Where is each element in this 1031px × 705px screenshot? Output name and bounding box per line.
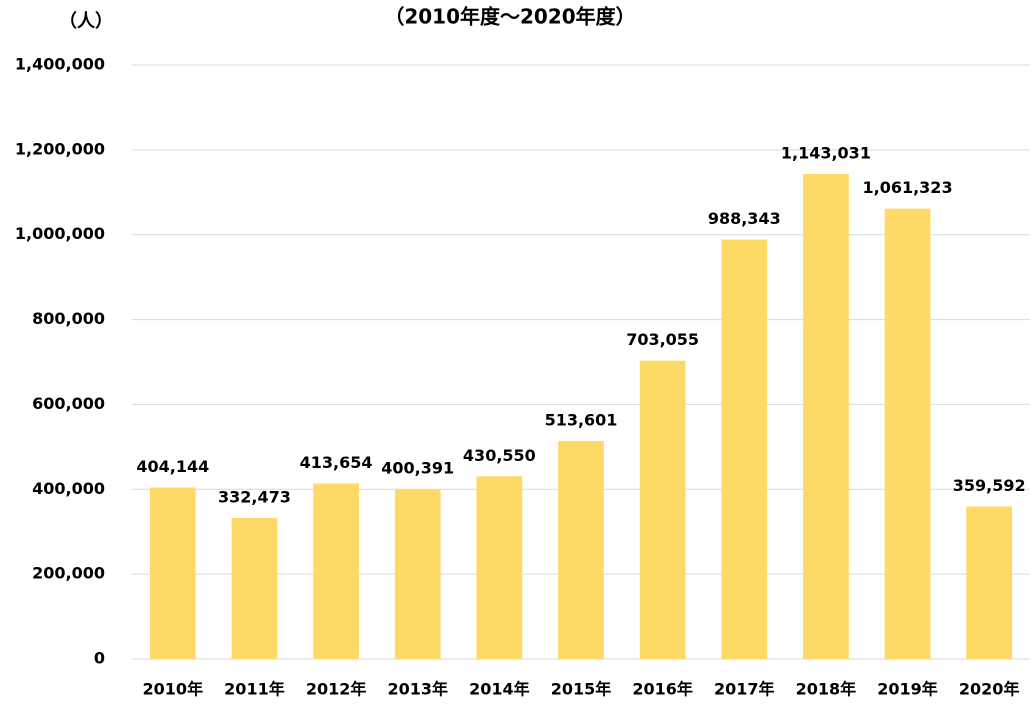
chart-title: （2010年度～2020年度） xyxy=(384,5,635,29)
y-tick-label: 200,000 xyxy=(32,564,105,583)
data-label: 404,144 xyxy=(136,457,209,476)
x-tick-label: 2017年 xyxy=(714,680,775,699)
data-label: 703,055 xyxy=(626,330,699,349)
x-tick-label: 2012年 xyxy=(306,680,367,699)
x-tick-label: 2011年 xyxy=(224,680,285,699)
bar xyxy=(476,476,523,659)
data-label: 513,601 xyxy=(545,411,618,430)
y-tick-label: 1,400,000 xyxy=(15,55,105,74)
x-tick-label: 2019年 xyxy=(877,680,938,699)
bar xyxy=(803,174,849,660)
bar xyxy=(394,489,441,659)
bar xyxy=(639,360,686,659)
data-label: 400,391 xyxy=(381,459,454,478)
y-tick-label: 400,000 xyxy=(32,479,105,498)
bar xyxy=(231,517,278,659)
bar xyxy=(558,441,604,659)
y-tick-label: 1,000,000 xyxy=(15,224,105,243)
y-axis-label: （人） xyxy=(59,11,113,32)
y-tick-label: 800,000 xyxy=(32,309,105,328)
x-tick-label: 2020年 xyxy=(959,680,1020,699)
y-tick-label: 600,000 xyxy=(32,394,105,413)
x-tick-label: 2016年 xyxy=(632,680,693,699)
x-tick-label: 2014年 xyxy=(469,680,530,699)
data-label: 430,550 xyxy=(463,446,536,465)
y-tick-label: 1,200,000 xyxy=(15,139,105,158)
data-label: 359,592 xyxy=(953,476,1026,495)
data-label: 332,473 xyxy=(218,487,291,506)
data-label: 988,343 xyxy=(708,209,781,228)
bar xyxy=(884,208,931,660)
y-tick-label: 0 xyxy=(94,649,105,668)
bar xyxy=(721,239,768,659)
data-label: 1,143,031 xyxy=(781,144,871,163)
data-label: 413,654 xyxy=(300,453,373,472)
x-tick-label: 2018年 xyxy=(796,680,857,699)
x-tick-label: 2013年 xyxy=(387,680,448,699)
bar xyxy=(313,483,359,659)
x-tick-label: 2010年 xyxy=(143,680,204,699)
bar xyxy=(149,487,196,659)
bar xyxy=(966,506,1013,659)
x-tick-label: 2015年 xyxy=(551,680,612,699)
data-label: 1,061,323 xyxy=(862,178,952,197)
